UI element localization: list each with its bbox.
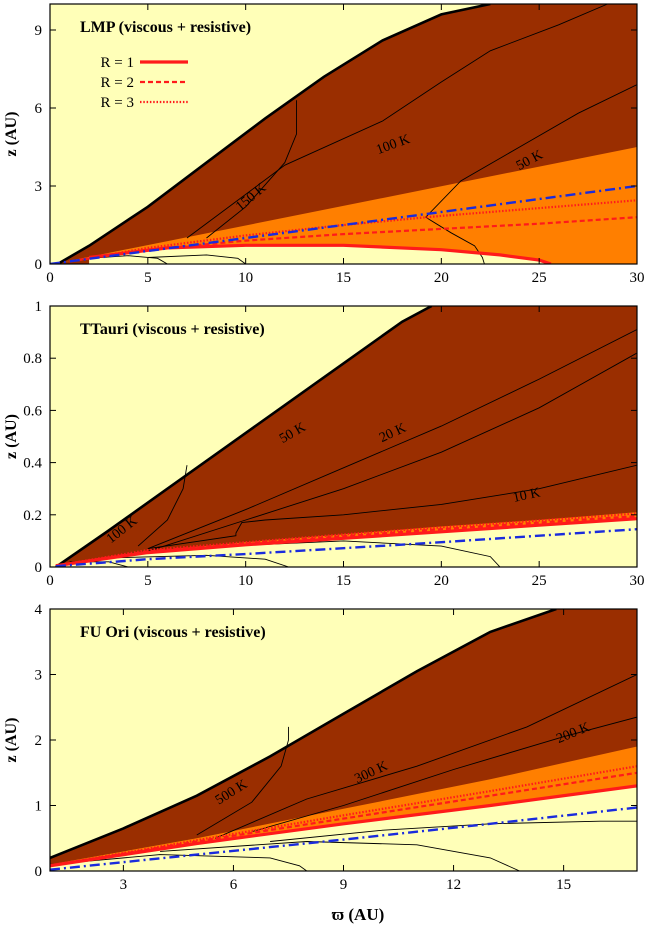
shared-xlabel: ϖ (AU) xyxy=(332,905,385,924)
blue-curve xyxy=(50,806,637,871)
x-tick-label: 15 xyxy=(336,573,351,589)
x-tick-label: 5 xyxy=(144,270,152,286)
y-tick-label: 1 xyxy=(35,799,43,815)
x-tick-label: 5 xyxy=(144,573,152,589)
y-tick-label: 4 xyxy=(35,602,43,618)
temperature-contour xyxy=(235,464,637,534)
x-tick-label: 25 xyxy=(532,573,547,589)
dark-zone xyxy=(55,306,637,567)
r3-curve xyxy=(69,199,637,263)
legend-label: R = 3 xyxy=(101,95,134,111)
panel-title: FU Ori (viscous + resistive) xyxy=(80,624,266,641)
y-tick-label: 3 xyxy=(35,668,43,684)
r2-curve xyxy=(55,515,637,567)
temperature-contour xyxy=(147,533,237,550)
dead-zone-core xyxy=(55,518,637,567)
disk-surface-line xyxy=(59,4,491,264)
dead-zone-core xyxy=(50,785,637,871)
r1-curve xyxy=(50,784,637,868)
y-tick-label: 6 xyxy=(35,101,43,117)
active-zone xyxy=(59,147,637,264)
y-axis-label: z (AU) xyxy=(3,112,20,157)
x-tick-label: 0 xyxy=(46,270,54,286)
disk-surface-line xyxy=(55,306,433,567)
active-zone xyxy=(55,512,637,566)
y-axis-label: z (AU) xyxy=(3,414,20,459)
temperature-contour xyxy=(147,329,637,550)
r1-curve xyxy=(55,517,637,567)
x-tick-label: 0 xyxy=(46,573,54,589)
temperature-contour xyxy=(108,554,289,567)
y-tick-label: 1 xyxy=(35,299,43,315)
r1-curve xyxy=(88,243,552,264)
temperature-contour xyxy=(50,854,308,871)
temperature-contour xyxy=(251,716,637,833)
y-tick-label: 2 xyxy=(35,733,43,749)
panel-title: LMP (viscous + resistive) xyxy=(80,19,251,36)
temperature-contour xyxy=(425,216,485,264)
y-tick-label: 0.4 xyxy=(23,456,42,472)
x-tick-label: 12 xyxy=(446,877,461,893)
x-tick-label: 9 xyxy=(340,877,348,893)
r2-curve xyxy=(69,216,637,263)
y-tick-label: 0 xyxy=(35,560,43,576)
temperature-contour xyxy=(186,4,608,239)
legend-label: R = 1 xyxy=(101,55,134,71)
blue-curve xyxy=(55,528,637,567)
contour-label: 10 K xyxy=(512,486,542,506)
x-tick-label: 20 xyxy=(434,573,449,589)
x-tick-label: 10 xyxy=(238,270,253,286)
temperature-contour xyxy=(147,352,637,552)
temperature-contour xyxy=(160,841,520,871)
temperature-contour xyxy=(425,84,637,218)
temperature-contour xyxy=(89,255,168,264)
panel-title: TTauri (viscous + resistive) xyxy=(80,321,265,338)
x-tick-label: 20 xyxy=(434,270,449,286)
y-tick-label: 3 xyxy=(35,179,43,195)
x-tick-label: 30 xyxy=(630,573,645,589)
y-tick-label: 0.8 xyxy=(23,351,42,367)
temperature-contour xyxy=(196,726,289,836)
y-axis-label: z (AU) xyxy=(3,718,20,763)
disk-surface-line xyxy=(50,609,557,860)
x-tick-label: 15 xyxy=(336,270,351,286)
temperature-contour xyxy=(214,674,637,839)
y-tick-label: 0 xyxy=(35,257,43,273)
x-tick-label: 3 xyxy=(120,877,128,893)
x-tick-label: 25 xyxy=(532,270,547,286)
y-tick-label: 9 xyxy=(35,23,43,39)
x-tick-label: 30 xyxy=(630,270,645,286)
y-tick-label: 0.2 xyxy=(23,508,42,524)
panel-p2: 100 K50 K 20 K10 K0 5 10 15 20 25 3000.20.40.60… xyxy=(3,299,645,589)
x-tick-label: 15 xyxy=(556,877,571,893)
temperature-contour xyxy=(147,254,246,264)
r3-curve xyxy=(55,512,637,567)
x-tick-label: 6 xyxy=(230,877,238,893)
y-tick-label: 0 xyxy=(35,864,43,880)
temperature-contour xyxy=(206,100,297,239)
y-tick-label: 0.6 xyxy=(23,403,42,419)
legend-label: R = 2 xyxy=(101,75,134,91)
x-tick-label: 10 xyxy=(238,573,253,589)
temperature-contour xyxy=(226,540,501,567)
